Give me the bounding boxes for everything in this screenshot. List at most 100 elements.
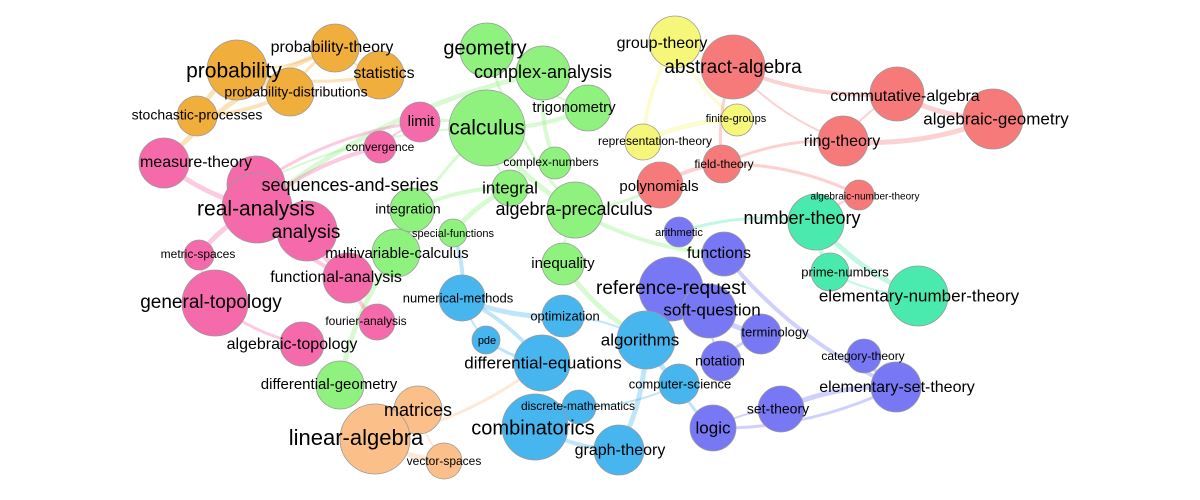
node-special-functions[interactable] [438,218,468,248]
node-probability-distributions[interactable] [265,67,315,117]
node-logic[interactable] [689,404,737,452]
node-label-category-theory: category-theory [821,349,904,363]
node-label-arithmetic: arithmetic [655,227,703,239]
node-label-measure-theory: measure-theory [140,154,252,171]
node-algebraic-topology[interactable] [279,321,325,367]
node-complex-analysis[interactable] [515,45,571,101]
node-discrete-mathematics[interactable] [561,389,597,425]
node-arithmetic[interactable] [663,216,695,248]
node-label-functions: functions [687,245,751,262]
node-label-algebraic-topology: algebraic-topology [227,336,358,353]
node-soft-question[interactable] [681,283,737,339]
node-functional-analysis[interactable] [322,252,374,304]
node-field-theory[interactable] [702,144,742,184]
node-probability[interactable] [206,39,268,101]
node-geometry[interactable] [459,22,515,78]
node-fourier-analysis[interactable] [358,303,396,341]
node-label-terminology: terminology [741,324,809,339]
node-prime-numbers[interactable] [810,252,850,292]
node-optimization[interactable] [541,294,585,338]
node-algorithms[interactable] [616,310,676,370]
node-elementary-set-theory[interactable] [870,361,922,413]
node-label-elementary-set-theory: elementary-set-theory [819,379,975,396]
node-label-inequality: inequality [531,255,595,272]
node-algebraic-number-theory[interactable] [843,179,875,211]
node-probability-theory[interactable] [310,23,360,73]
node-terminology[interactable] [740,313,782,355]
node-elementary-number-theory[interactable] [887,265,949,327]
node-vector-spaces[interactable] [425,442,463,480]
node-label-vector-spaces: vector-spaces [407,454,482,468]
node-complex-numbers[interactable] [538,146,572,180]
node-label-sequences-and-series: sequences-and-series [261,175,438,195]
node-label-group-theory: group-theory [617,35,708,52]
node-label-representation-theory: representation-theory [598,134,712,148]
node-linear-algebra[interactable] [339,403,411,475]
node-functions[interactable] [701,231,747,277]
node-label-general-topology: general-topology [140,292,282,313]
node-trigonometry[interactable] [564,84,612,132]
node-differential-geometry[interactable] [315,360,365,410]
node-label-special-functions: special-functions [412,228,494,240]
node-finite-groups[interactable] [720,103,754,137]
node-label-number-theory: number-theory [743,208,860,228]
node-label-integral: integral [482,178,538,197]
edge-functions-elementary-set-theory [722,252,898,389]
node-stochastic-processes[interactable] [176,95,218,137]
node-multivariable-calculus[interactable] [371,228,421,278]
node-notation[interactable] [700,340,742,382]
node-label-algorithms: algorithms [601,330,679,349]
node-commutative-algebra[interactable] [869,66,925,122]
node-label-analysis: analysis [272,222,341,243]
node-integral[interactable] [491,169,529,207]
node-label-probability-distributions: probability-distributions [224,84,367,100]
node-group-theory[interactable] [648,15,702,69]
node-metric-spaces[interactable] [183,239,215,271]
node-numerical-methods[interactable] [438,274,486,322]
node-label-algebraic-geometry: algebraic-geometry [923,109,1069,128]
node-graph-theory[interactable] [593,424,645,476]
node-representation-theory[interactable] [624,123,662,161]
node-label-elementary-number-theory: elementary-number-theory [819,286,1020,305]
node-label-differential-geometry: differential-geometry [261,376,398,393]
node-label-convergence: convergence [346,140,415,154]
node-label-field-theory: field-theory [694,157,753,171]
node-category-theory[interactable] [846,338,882,374]
node-ring-theory[interactable] [817,115,869,167]
node-label-graph-theory: graph-theory [575,442,666,459]
node-pde[interactable] [471,325,501,355]
node-number-theory[interactable] [787,193,845,251]
node-set-theory[interactable] [757,385,805,433]
node-label-real-analysis: real-analysis [197,198,315,221]
node-limit[interactable] [399,101,441,143]
node-analysis[interactable] [276,200,338,262]
node-combinatorics[interactable] [501,393,569,461]
node-integration[interactable] [389,187,435,233]
node-label-matrices: matrices [384,400,452,420]
node-algebra-precalculus[interactable] [546,181,604,239]
node-statistics[interactable] [355,50,405,100]
node-layer [138,15,1024,480]
node-calculus[interactable] [448,89,526,167]
node-label-algebraic-number-theory: algebraic-number-theory [811,192,920,203]
node-differential-equations[interactable] [513,334,571,392]
node-abstract-algebra[interactable] [700,34,766,100]
node-convergence[interactable] [363,130,397,164]
node-label-abstract-algebra: abstract-algebra [664,57,802,78]
node-polynomials[interactable] [636,161,684,209]
node-algebraic-geometry[interactable] [962,88,1024,150]
node-computer-science[interactable] [658,363,700,405]
node-label-integration: integration [375,201,440,217]
node-label-limit: limit [408,113,435,130]
edge-complex-analysis-real-analysis [254,70,546,211]
node-label-statistics: statistics [353,65,414,82]
node-inequality[interactable] [541,242,585,286]
node-measure-theory[interactable] [138,137,190,189]
node-label-fourier-analysis: fourier-analysis [325,314,406,328]
node-label-notation: notation [695,353,745,369]
node-label-set-theory: set-theory [747,401,809,417]
node-label-trigonometry: trigonometry [532,99,616,116]
node-general-topology[interactable] [181,269,249,337]
node-label-complex-numbers: complex-numbers [503,155,598,169]
